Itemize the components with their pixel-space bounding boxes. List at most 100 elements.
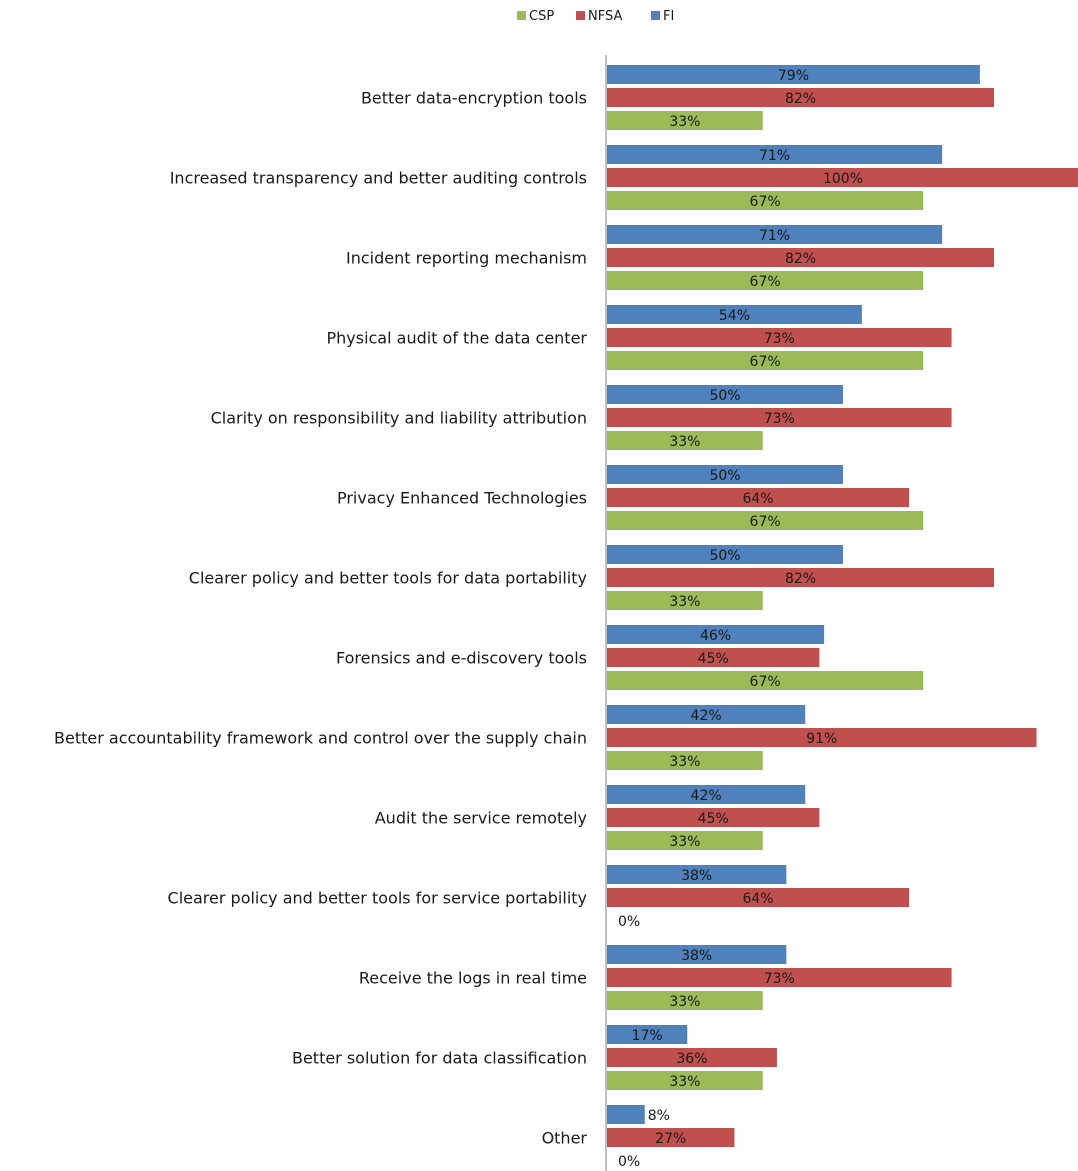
value-label-fi: 71%: [759, 148, 790, 164]
legend-label-fi: FI: [663, 9, 674, 24]
value-label-csp: 67%: [750, 674, 781, 690]
value-label-fi: 42%: [691, 788, 722, 804]
category-label: Privacy Enhanced Technologies: [337, 489, 587, 508]
legend: CSP NFSA FI: [517, 9, 674, 24]
bar-nfsa: [607, 1128, 735, 1147]
category-label: Audit the service remotely: [375, 809, 587, 828]
value-label-nfsa: 73%: [764, 411, 795, 427]
bar-csp: [607, 991, 763, 1010]
value-label-nfsa: 45%: [698, 811, 729, 827]
value-label-fi: 79%: [778, 68, 809, 84]
bar-nfsa: [607, 568, 995, 587]
value-label-csp: 33%: [669, 594, 700, 610]
value-labels: 79%82%33%71%100%67%71%82%67%54%73%67%50%…: [618, 68, 863, 1170]
bar-csp: [607, 351, 924, 370]
value-label-csp: 67%: [750, 194, 781, 210]
bar-nfsa: [607, 328, 952, 347]
value-label-csp: 33%: [669, 434, 700, 450]
bar-csp: [607, 191, 924, 210]
legend-label-nfsa: NFSA: [588, 9, 622, 24]
category-label: Increased transparency and better auditi…: [170, 169, 587, 188]
value-label-nfsa: 27%: [655, 1131, 686, 1147]
bar-nfsa: [607, 488, 910, 507]
category-label: Forensics and e-discovery tools: [336, 649, 587, 668]
bar-fi: [607, 865, 787, 884]
category-label: Physical audit of the data center: [326, 329, 587, 348]
bar-nfsa: [607, 88, 995, 107]
bar-nfsa: [607, 808, 820, 827]
value-label-fi: 54%: [719, 308, 750, 324]
category-label: Better solution for data classification: [292, 1049, 587, 1068]
value-label-nfsa: 36%: [676, 1051, 707, 1067]
bar-nfsa: [607, 888, 910, 907]
bar-fi: [607, 545, 843, 564]
bars: [607, 65, 1078, 1147]
value-label-fi: 38%: [681, 948, 712, 964]
value-label-fi: 50%: [709, 388, 740, 404]
value-label-nfsa: 82%: [785, 251, 816, 267]
value-label-fi: 42%: [691, 708, 722, 724]
value-label-nfsa: 64%: [742, 491, 773, 507]
bar-fi: [607, 1105, 645, 1124]
value-label-fi: 50%: [709, 548, 740, 564]
value-label-csp: 67%: [750, 354, 781, 370]
bar-csp: [607, 111, 763, 130]
value-label-csp: 33%: [669, 994, 700, 1010]
legend-swatch-fi: [651, 11, 660, 20]
value-label-fi: 46%: [700, 628, 731, 644]
bar-nfsa: [607, 728, 1037, 747]
value-label-fi: 17%: [632, 1028, 663, 1044]
value-label-nfsa: 73%: [764, 331, 795, 347]
bar-fi: [607, 65, 980, 84]
bar-fi: [607, 625, 825, 644]
bar-nfsa: [607, 248, 995, 267]
value-label-fi: 50%: [709, 468, 740, 484]
legend-label-csp: CSP: [529, 9, 554, 24]
category-labels: Better data-encryption tools Increased tr…: [54, 89, 587, 1148]
value-label-nfsa: 45%: [698, 651, 729, 667]
bar-nfsa: [607, 408, 952, 427]
bar-nfsa: [607, 648, 820, 667]
category-label: Better data-encryption tools: [361, 89, 587, 108]
bar-csp: [607, 751, 763, 770]
value-label-nfsa: 100%: [823, 171, 863, 187]
bar-fi: [607, 945, 787, 964]
bar-csp: [607, 831, 763, 850]
bar-nfsa: [607, 968, 952, 987]
category-label: Other: [542, 1129, 588, 1148]
bar-csp: [607, 431, 763, 450]
category-label: Receive the logs in real time: [359, 969, 587, 988]
value-label-csp: 33%: [669, 754, 700, 770]
legend-swatch-nfsa: [576, 11, 585, 20]
value-label-csp: 33%: [669, 834, 700, 850]
value-label-fi: 38%: [681, 868, 712, 884]
value-label-nfsa: 91%: [806, 731, 837, 747]
bar-csp: [607, 511, 924, 530]
value-label-csp: 67%: [750, 274, 781, 290]
category-label: Incident reporting mechanism: [346, 249, 587, 268]
value-label-nfsa: 73%: [764, 971, 795, 987]
value-label-nfsa: 82%: [785, 571, 816, 587]
bar-csp: [607, 1071, 763, 1090]
bar-nfsa: [607, 1048, 777, 1067]
value-label-csp: 33%: [669, 114, 700, 130]
bar-fi: [607, 145, 943, 164]
value-label-fi: 71%: [759, 228, 790, 244]
bar-fi: [607, 1025, 688, 1044]
value-label-nfsa: 64%: [742, 891, 773, 907]
value-label-nfsa: 82%: [785, 91, 816, 107]
bar-csp: [607, 671, 924, 690]
category-label: Clearer policy and better tools for serv…: [168, 889, 587, 908]
category-label: Better accountability framework and cont…: [54, 729, 587, 748]
value-label-csp: 33%: [669, 1074, 700, 1090]
value-label-csp: 67%: [750, 514, 781, 530]
value-label-fi: 8%: [648, 1108, 670, 1124]
bar-fi: [607, 385, 843, 404]
bar-fi: [607, 705, 806, 724]
bar-fi: [607, 785, 806, 804]
bar-fi: [607, 305, 862, 324]
value-label-csp: 0%: [618, 914, 640, 930]
category-label: Clarity on responsibility and liability …: [211, 409, 587, 428]
category-label: Clearer policy and better tools for data…: [189, 569, 587, 588]
